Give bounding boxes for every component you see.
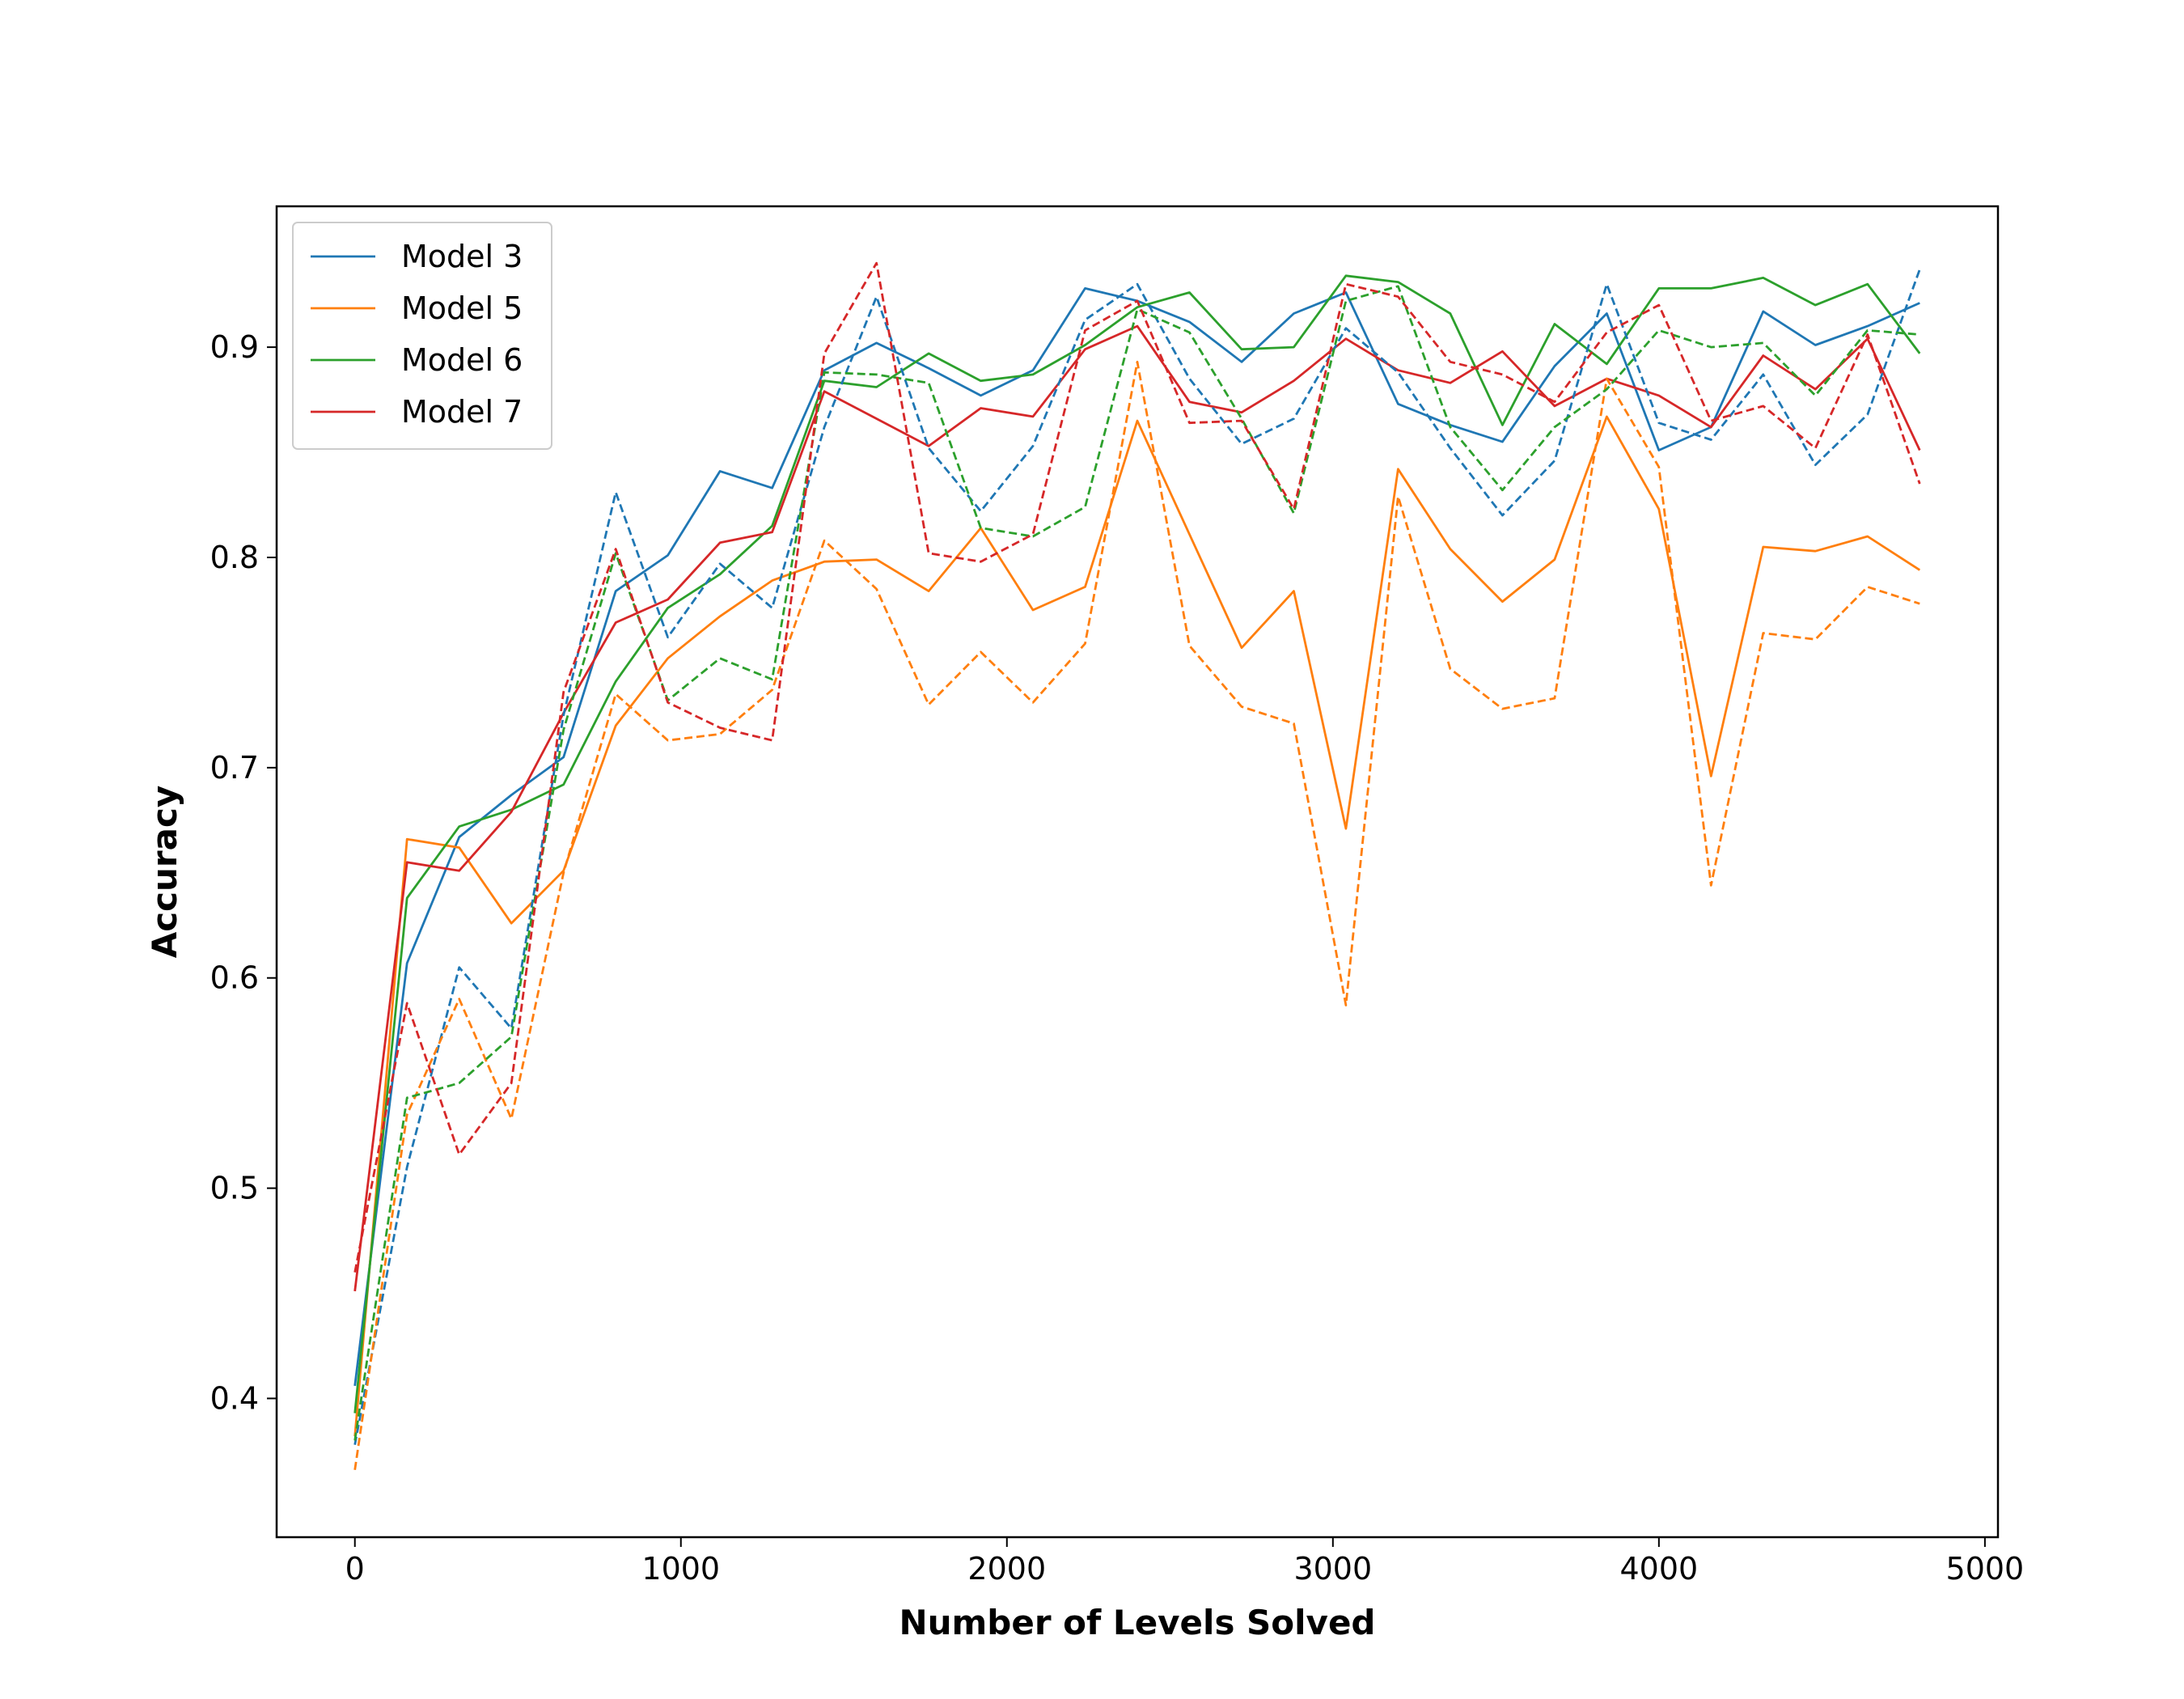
- x-tick-label: 4000: [1619, 1551, 1698, 1587]
- series-line-4: [353, 324, 1921, 1292]
- series-line-8-dashed: [353, 261, 1921, 1273]
- x-tick-label: 2000: [967, 1551, 1046, 1587]
- legend-label: Model 3: [401, 239, 523, 274]
- series-line-5-dashed: [353, 269, 1921, 1445]
- y-tick-label: 0.8: [210, 540, 259, 575]
- series-line-6-dashed: [353, 360, 1920, 1471]
- legend-label: Model 6: [401, 342, 523, 378]
- legend-label: Model 7: [401, 394, 523, 430]
- y-tick-label: 0.4: [210, 1380, 259, 1416]
- y-tick-label: 0.9: [210, 329, 259, 365]
- y-axis-label: Accuracy: [145, 786, 184, 959]
- x-axis-label: Number of Levels Solved: [899, 1603, 1375, 1642]
- legend-box: [292, 222, 552, 450]
- x-tick-label: 0: [345, 1551, 365, 1587]
- series-line-2: [353, 415, 1921, 1437]
- x-axis: 0 1000 2000 3000 4000 5000: [345, 1537, 2025, 1587]
- y-tick-label: 0.6: [210, 960, 259, 996]
- plot-frame: [275, 205, 2000, 1539]
- y-tick-label: 0.5: [210, 1171, 259, 1206]
- series-line-3: [353, 274, 1921, 1413]
- series-line-7-dashed: [353, 285, 1920, 1441]
- x-tick-label: 3000: [1293, 1551, 1372, 1587]
- legend-label: Model 5: [401, 290, 523, 326]
- series-layer: [353, 261, 1921, 1471]
- x-tick-label: 1000: [641, 1551, 720, 1587]
- y-axis: 0.4 0.5 0.6 0.7 0.8 0.9: [210, 329, 277, 1416]
- legend: Model 3 Model 5 Model 6 Model 7: [292, 222, 552, 450]
- x-tick-label: 5000: [1946, 1551, 2025, 1587]
- y-tick-label: 0.7: [210, 750, 259, 786]
